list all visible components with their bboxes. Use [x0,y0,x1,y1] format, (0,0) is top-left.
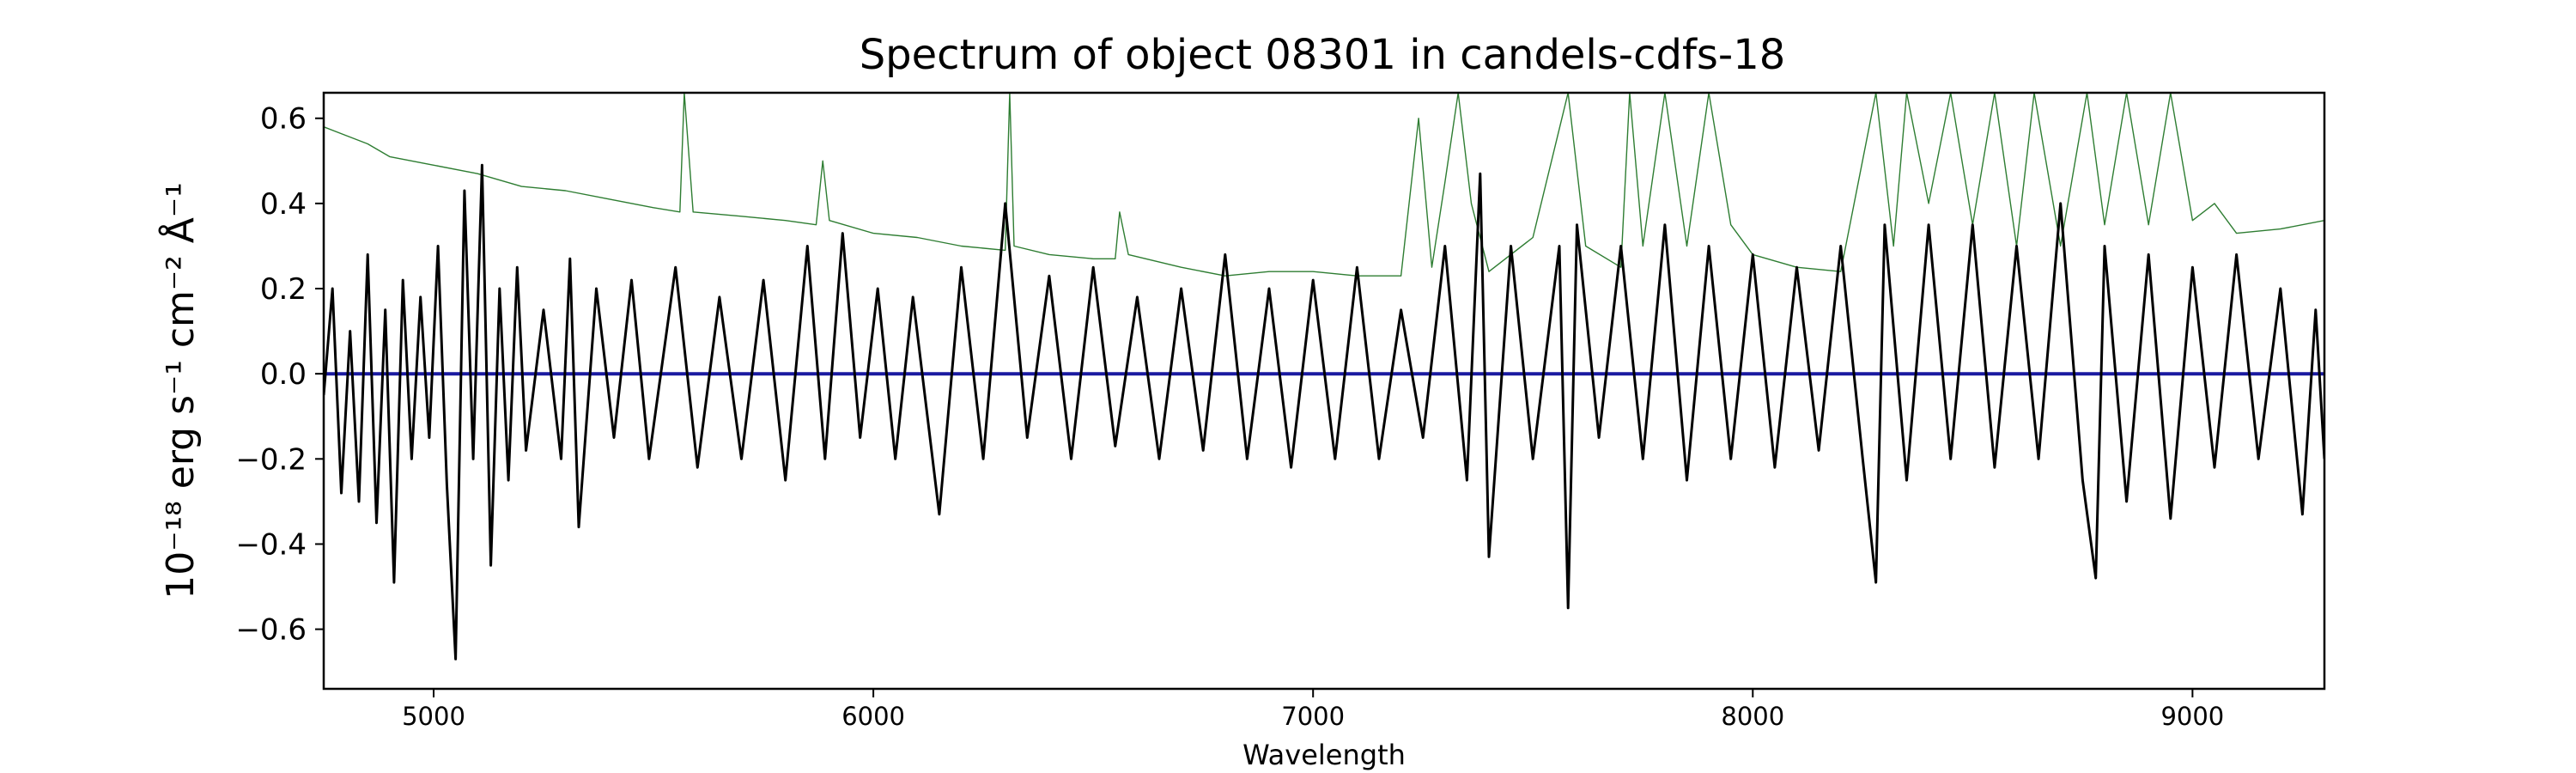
y-tick-label: 0.0 [260,357,307,392]
x-tick-label: 8000 [1721,702,1784,731]
x-axis-label: Wavelength [1242,739,1406,771]
chart-title: Spectrum of object 08301 in candels-cdfs… [860,31,1786,79]
plot-frame [322,91,2326,691]
x-axis: 5000 6000 7000 8000 9000 [402,689,2224,731]
plot-area [322,91,2326,691]
series-line-error [324,93,2324,277]
x-tick-label: 9000 [2160,702,2224,731]
y-tick-label: −0.4 [235,527,307,562]
y-tick-label: −0.6 [235,613,307,648]
x-tick-label: 6000 [841,702,905,731]
y-tick-label: 0.2 [260,272,307,307]
y-tick-label: 0.6 [260,102,307,137]
x-tick-label: 5000 [402,702,465,731]
x-tick-label: 7000 [1281,702,1345,731]
series-line-flux [324,163,2324,660]
y-axis-label: 10⁻¹⁸ erg s⁻¹ cm⁻² Å⁻¹ [157,182,203,599]
y-axis: −0.6 −0.4 −0.2 0.0 0.2 0.4 0.6 [235,102,324,648]
y-tick-label: −0.2 [235,442,307,477]
series-layer [324,93,2324,660]
y-tick-label: 0.4 [260,187,307,222]
